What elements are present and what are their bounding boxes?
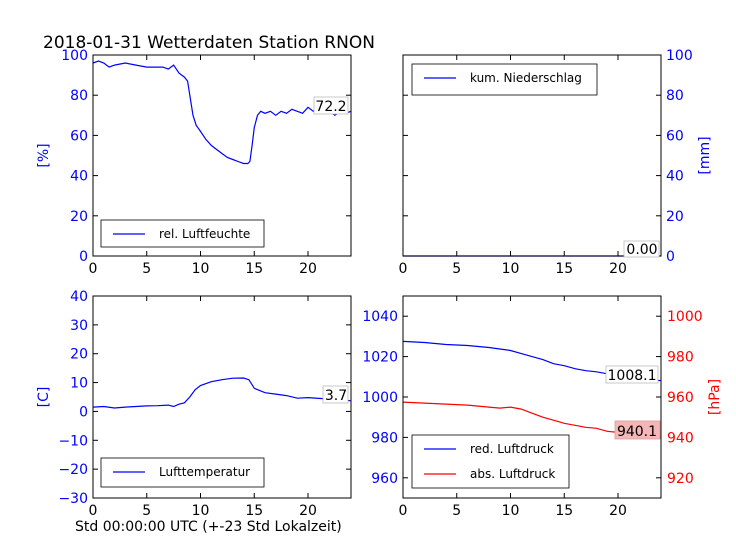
y-tick-label: −30 [58, 491, 88, 507]
x-tick-label: 20 [299, 261, 317, 277]
x-tick-label: 15 [555, 261, 573, 277]
y-tick-label: 980 [371, 430, 398, 446]
y-tick-label: 20 [70, 347, 88, 363]
y-tick-label: 1000 [362, 390, 398, 406]
y-tick-label: 40 [666, 169, 684, 185]
x-tick-label: 5 [452, 261, 461, 277]
legend-label: abs. Luftdruck [470, 467, 555, 481]
y-tick-label: 60 [666, 128, 684, 144]
y-right-tick-label: 940 [667, 430, 694, 446]
panel-top-left: 0 5 10 15 20 0 20 40 60 80 100 [%] 72.2 rel. Luftfeuc… [36, 48, 352, 277]
y-tick-label: 40 [70, 289, 88, 305]
y-tick-label: −10 [58, 433, 88, 449]
legend-box [411, 63, 598, 96]
value-annotation: 1008.1 [608, 368, 657, 384]
y-right-tick-label: 960 [667, 390, 694, 406]
plot-frame [92, 54, 352, 257]
y-tick-label: 60 [70, 128, 88, 144]
x-tick-label: 0 [399, 503, 408, 519]
value-annotation: 0.00 [626, 242, 657, 258]
x-axis-label: Std 00:00:00 UTC (+-23 Std Lokalzeit) [75, 519, 342, 535]
legend-label: kum. Niederschlag [470, 71, 582, 85]
y-tick-label: 1040 [362, 309, 398, 325]
legend-box [411, 434, 570, 489]
y-tick-label: 100 [61, 48, 88, 64]
value-annotation: 940.1 [617, 424, 657, 440]
y-right-tick-label: 920 [667, 471, 694, 487]
value-annotation-box [623, 240, 660, 258]
legend-label: rel. Luftfeuchte [159, 227, 250, 241]
y-tick-label: 0 [79, 404, 88, 420]
x-tick-label: 5 [142, 503, 151, 519]
y-axis-label: [mm] [697, 136, 713, 174]
x-tick-label: 10 [502, 503, 520, 519]
x-tick-label: 15 [555, 503, 573, 519]
legend-label: Lufttemperatur [159, 465, 250, 479]
x-tick-label: 10 [192, 503, 210, 519]
y-tick-label: 40 [70, 169, 88, 185]
y-axis-label: [C] [36, 387, 52, 408]
plot-frame [402, 295, 662, 499]
panel-top-right: 0 5 10 15 20 0 20 40 60 80 100 [mm] 0.00 kum. Nieders… [399, 48, 713, 277]
y-right-tick-label: 980 [667, 350, 694, 366]
x-tick-label: 15 [245, 261, 263, 277]
x-tick-label: 0 [89, 503, 98, 519]
value-annotation-box [322, 385, 349, 404]
x-tick-label: 0 [89, 261, 98, 277]
x-tick-label: 15 [245, 503, 263, 519]
y-tick-label: 10 [70, 376, 88, 392]
plot-frame [92, 295, 352, 499]
series-line [92, 60, 352, 165]
plot-frame [402, 54, 662, 257]
x-tick-label: 10 [192, 261, 210, 277]
panel-bottom-right: 0 5 10 15 20 960 980 1000 1020 1040 920 940 960 980 10… [362, 295, 723, 519]
y-axis-label: [%] [36, 143, 52, 167]
x-tick-label: 20 [609, 261, 627, 277]
series-line [92, 377, 352, 409]
value-annotation-box [313, 96, 349, 115]
x-tick-label: 0 [399, 261, 408, 277]
value-annotation: 3.7 [325, 388, 347, 404]
value-annotation-box [605, 365, 659, 384]
y-tick-label: 0 [79, 249, 88, 265]
value-annotation: 72.2 [315, 99, 346, 115]
figure-title: 2018-01-31 Wetterdaten Station RNON [43, 33, 375, 53]
x-tick-label: 20 [609, 503, 627, 519]
x-tick-label: 5 [452, 503, 461, 519]
x-tick-label: 5 [142, 261, 151, 277]
x-tick-label: 20 [299, 503, 317, 519]
y-tick-label: 80 [666, 88, 684, 104]
y-tick-label: 30 [70, 318, 88, 334]
y-right-tick-label: 1000 [667, 309, 703, 325]
value-annotation-box [614, 420, 661, 440]
panel-bottom-left: 0 5 10 15 20 −30 −20 −10 0 10 20 30 40 [C] 3.7 Lufttemp… [36, 289, 352, 519]
y-tick-label: 20 [70, 209, 88, 225]
x-tick-label: 10 [502, 261, 520, 277]
y-tick-label: 20 [666, 209, 684, 225]
y-tick-label: 100 [666, 48, 693, 64]
y-tick-label: 80 [70, 88, 88, 104]
y-tick-label: 0 [666, 249, 675, 265]
y-tick-label: −20 [58, 462, 88, 478]
y-tick-label: 1020 [362, 350, 398, 366]
y-right-axis-label: [hPa] [707, 379, 723, 415]
legend-label: red. Luftdruck [470, 442, 554, 456]
y-tick-label: 960 [371, 471, 398, 487]
